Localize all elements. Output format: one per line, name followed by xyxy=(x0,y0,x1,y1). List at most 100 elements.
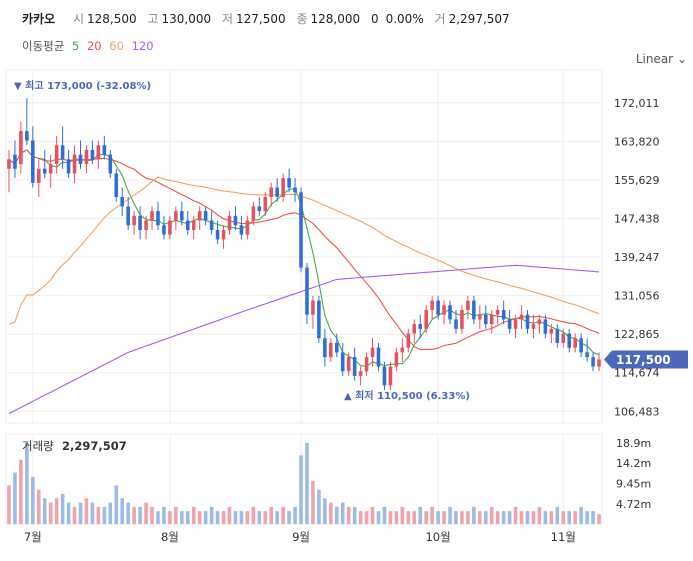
candle-body xyxy=(299,192,303,268)
candle-body xyxy=(317,300,321,339)
volume-bar xyxy=(245,511,250,524)
candle-body xyxy=(19,131,23,165)
volume-bar xyxy=(340,502,345,524)
candle-body xyxy=(281,178,285,197)
candle-body xyxy=(519,314,524,320)
min-annotation: ▲ 최저 110,500 (6.33%) xyxy=(344,389,470,402)
volume-tick-label: 14.2m xyxy=(616,457,651,470)
candle-body xyxy=(489,314,494,325)
change-value: 0 xyxy=(370,12,379,26)
candle-body xyxy=(305,267,309,315)
volume-bar xyxy=(13,472,17,524)
candle-body xyxy=(376,347,381,367)
volume-label: 거 xyxy=(434,12,446,26)
min-value: 110,500 (6.33%) xyxy=(377,391,470,402)
candle-body xyxy=(168,220,172,235)
candle-body xyxy=(162,225,166,235)
candle-body xyxy=(185,220,190,230)
candle-body xyxy=(525,314,530,329)
volume-bar xyxy=(269,506,274,524)
candle-body xyxy=(370,347,375,358)
volume-bar xyxy=(388,511,393,524)
candle-body xyxy=(180,211,184,221)
volume-bar xyxy=(358,511,363,524)
candle-body xyxy=(573,338,577,348)
volume-bar xyxy=(233,511,238,524)
candle-body xyxy=(96,145,101,160)
candle-body xyxy=(466,300,470,310)
open-value: 128,500 xyxy=(87,12,137,26)
high-label: 고 xyxy=(147,12,159,26)
grid-lines xyxy=(5,69,603,525)
volume-bar xyxy=(174,506,178,524)
volume-bar xyxy=(585,511,589,524)
max-label: ▼ 최고 xyxy=(14,79,44,92)
volume-bar xyxy=(144,502,148,524)
volume-bar xyxy=(90,502,95,524)
volume-bar xyxy=(317,489,321,524)
candle-body xyxy=(233,215,238,226)
volume-bar xyxy=(352,506,357,524)
time-tick-label: 8월 xyxy=(161,530,179,544)
candle-body xyxy=(430,300,434,310)
scale-selector-label: Linear xyxy=(635,52,674,66)
volume-bar xyxy=(334,506,339,524)
candle-body xyxy=(287,178,291,188)
volume-bar xyxy=(7,485,11,524)
chart-header: 카카오 시 128,500 고 130,000 저 127,500 종 128,000 … xyxy=(22,10,517,27)
volume-bar xyxy=(483,511,488,524)
candle-body xyxy=(251,206,256,221)
volume-bar xyxy=(185,511,190,524)
ma20-label: 20 xyxy=(86,39,102,53)
volume-bar xyxy=(436,511,440,524)
candle-body xyxy=(215,229,220,240)
volume-bar xyxy=(197,511,202,524)
ma-legend-label: 이동평균 xyxy=(22,39,65,53)
candle-body xyxy=(585,352,589,358)
candle-body xyxy=(555,328,560,343)
candle-body xyxy=(442,305,446,315)
volume-bar xyxy=(108,502,113,524)
price-axis: 172,011 163,820 155,629 147,438 139,247 131,0… xyxy=(614,97,660,419)
candle-body xyxy=(72,154,77,174)
candle-body xyxy=(579,338,583,353)
candle-body xyxy=(48,164,53,174)
volume-bar xyxy=(406,511,411,524)
volume-bar xyxy=(203,511,208,524)
ma5-line xyxy=(8,149,600,368)
candle-body xyxy=(150,211,154,221)
candle-body xyxy=(197,211,202,221)
candle-body xyxy=(174,211,178,221)
candle-body xyxy=(60,145,65,160)
moving-average-lines xyxy=(8,149,600,415)
volume-bar xyxy=(513,506,518,524)
candle-body xyxy=(293,187,297,193)
candle-body xyxy=(221,229,226,240)
volume-axis: 18.9m 14.2m 9.45m 4.72m xyxy=(616,437,651,511)
volume-bar xyxy=(543,511,548,524)
price-tick-label: 114,674 xyxy=(614,367,660,380)
volume-bar xyxy=(299,455,303,524)
volume-bar xyxy=(251,506,256,524)
volume-bar xyxy=(370,506,375,524)
candle-body xyxy=(120,197,125,207)
volume-bar xyxy=(66,502,71,524)
moving-average-legend[interactable]: 이동평균 5 20 60 120 xyxy=(22,38,158,54)
candle-body xyxy=(478,314,482,320)
candle-body xyxy=(364,357,369,372)
scale-selector[interactable]: Linear ⌄ xyxy=(636,52,687,66)
volume-bar xyxy=(96,506,101,524)
candle-body xyxy=(448,305,452,320)
volume-bar xyxy=(180,511,184,524)
candlesticks xyxy=(7,98,601,391)
volume-bar xyxy=(48,502,53,524)
volume-bar xyxy=(442,511,446,524)
volume-bar xyxy=(263,511,268,524)
volume-bar xyxy=(215,511,220,524)
price-tick-label: 172,011 xyxy=(614,97,660,110)
volume-bar xyxy=(221,511,226,524)
volume-bar xyxy=(412,511,417,524)
volume-bar xyxy=(418,506,423,524)
price-plot-frame xyxy=(5,69,603,424)
